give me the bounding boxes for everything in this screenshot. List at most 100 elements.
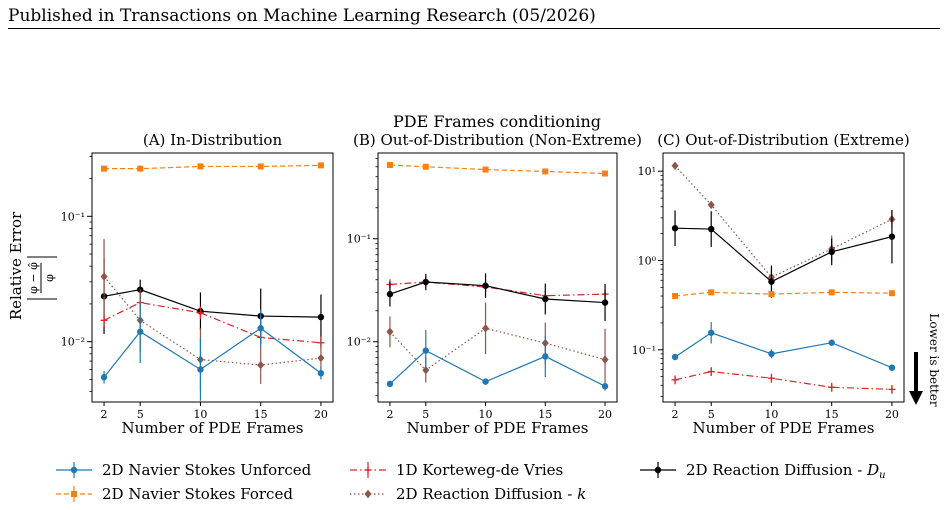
panel-title: (C) Out-of-Distribution (Extreme): [657, 131, 909, 149]
series-line: [674, 370, 892, 390]
x-tick-label: 20: [314, 408, 328, 421]
data-point: [671, 225, 679, 232]
plot-frame: [91, 152, 334, 403]
data-point: [422, 347, 429, 354]
data-point: [317, 162, 324, 169]
data-point: [707, 368, 715, 376]
chart-panel-1: (A) In-Distribution 2 5 10 15 20 Number of PDE…: [61, 131, 334, 437]
data-point: [888, 364, 896, 371]
data-point: [482, 324, 490, 333]
data-point: [257, 360, 265, 370]
x-tick-label: 5: [137, 408, 144, 421]
series-2d-navier-stokes-unforced: [671, 322, 896, 371]
data-point: [888, 385, 896, 393]
series-2d-reaction-diffusion-k: [386, 302, 609, 391]
data-point: [197, 366, 204, 373]
y-tick-label: 10⁻¹: [347, 233, 371, 246]
legend-marker: [364, 489, 372, 499]
plot-frame: [662, 152, 905, 403]
data-point: [100, 316, 108, 324]
svg-text:φ − φ̂: φ − φ̂: [27, 262, 40, 294]
legend-entry: 2D Navier Stokes Unforced: [56, 461, 312, 479]
series-line: [389, 164, 606, 175]
legend-label: 2D Reaction Diffusion - k: [396, 485, 586, 503]
data-point: [542, 295, 549, 303]
data-point: [100, 272, 108, 281]
down-arrow-head-icon: [909, 391, 923, 405]
series-line: [104, 164, 321, 170]
series-1d-korteweg-de-vries: [671, 367, 896, 394]
y-tick-label: 10⁻¹: [61, 210, 85, 223]
data-point: [482, 378, 489, 385]
panel-title: (B) Out-of-Distribution (Non-Extreme): [353, 131, 642, 149]
y-tick-label: 10⁰: [638, 254, 657, 267]
data-point: [672, 293, 679, 300]
data-point: [708, 329, 715, 336]
series-line: [103, 327, 322, 378]
data-point: [671, 353, 679, 361]
series-line: [389, 327, 606, 371]
series-2d-reaction-diffusion-du: [671, 209, 896, 298]
series-line: [103, 289, 321, 318]
data-point: [768, 278, 775, 285]
data-point: [542, 168, 549, 175]
data-point: [671, 376, 679, 384]
y-tick-label: 10⁻²: [347, 336, 371, 349]
data-point: [317, 353, 325, 363]
panel-title: (A) In-Distribution: [143, 131, 283, 149]
series-2d-navier-stokes-forced: [101, 162, 324, 172]
data-point: [386, 161, 393, 168]
chart-panel-3: (C) Out-of-Distribution (Extreme) 2 5 10 15 2…: [632, 131, 910, 437]
x-axis-label: Number of PDE Frames: [693, 419, 875, 437]
legend-label: 1D Korteweg-de Vries: [396, 461, 563, 479]
figure-suptitle: PDE Frames conditioning: [393, 112, 601, 131]
data-point: [601, 383, 609, 390]
series-line: [674, 165, 893, 278]
data-point: [828, 339, 835, 346]
series-2d-navier-stokes-forced: [386, 161, 609, 177]
data-point: [137, 328, 144, 335]
data-point: [386, 290, 394, 298]
legend-label: 2D Reaction Diffusion - Du: [686, 461, 886, 481]
data-point: [482, 282, 489, 289]
data-point: [257, 163, 264, 170]
x-axis-label: Number of PDE Frames: [122, 419, 304, 437]
x-tick-label: 10: [479, 408, 493, 421]
data-point: [101, 165, 108, 172]
data-point: [828, 248, 835, 256]
legend-marker: [70, 466, 78, 474]
legend-marker: [71, 491, 77, 497]
y-tick-label: 10¹: [638, 165, 656, 178]
chart-panel-2: (B) Out-of-Distribution (Non-Extreme) 2 5 1…: [347, 131, 642, 437]
y-label-text: Relative Error: [7, 211, 25, 320]
x-tick-label: 15: [538, 408, 552, 421]
data-point: [196, 309, 204, 317]
data-point: [671, 161, 679, 171]
header-rule: [8, 28, 940, 29]
data-point: [767, 374, 775, 382]
x-axis-label: Number of PDE Frames: [407, 419, 589, 437]
data-point: [257, 325, 264, 332]
y-label-formula: φ − φ̂ φ: [27, 256, 57, 300]
legend-label: 2D Navier Stokes Unforced: [102, 461, 312, 479]
series-line: [675, 227, 893, 283]
lower-is-better-text: Lower is better: [927, 313, 941, 406]
series-line: [389, 281, 606, 304]
data-point: [828, 289, 835, 296]
x-tick-label: 2: [672, 408, 679, 421]
x-tick-label: 20: [885, 408, 899, 421]
series-1d-korteweg-de-vries: [100, 296, 325, 350]
series-2d-reaction-diffusion-du: [386, 273, 609, 322]
data-point: [601, 299, 609, 306]
series-2d-reaction-diffusion-k: [100, 239, 325, 391]
data-point: [768, 291, 775, 298]
y-tick-label: 10⁻²: [61, 336, 85, 349]
data-point: [708, 225, 715, 233]
series-2d-reaction-diffusion-k: [671, 161, 896, 287]
series-2d-navier-stokes-unforced: [386, 330, 609, 390]
legend-entry: 2D Navier Stokes Forced: [56, 485, 293, 503]
data-point: [482, 166, 489, 173]
data-point: [317, 313, 325, 321]
series-line: [389, 349, 606, 387]
